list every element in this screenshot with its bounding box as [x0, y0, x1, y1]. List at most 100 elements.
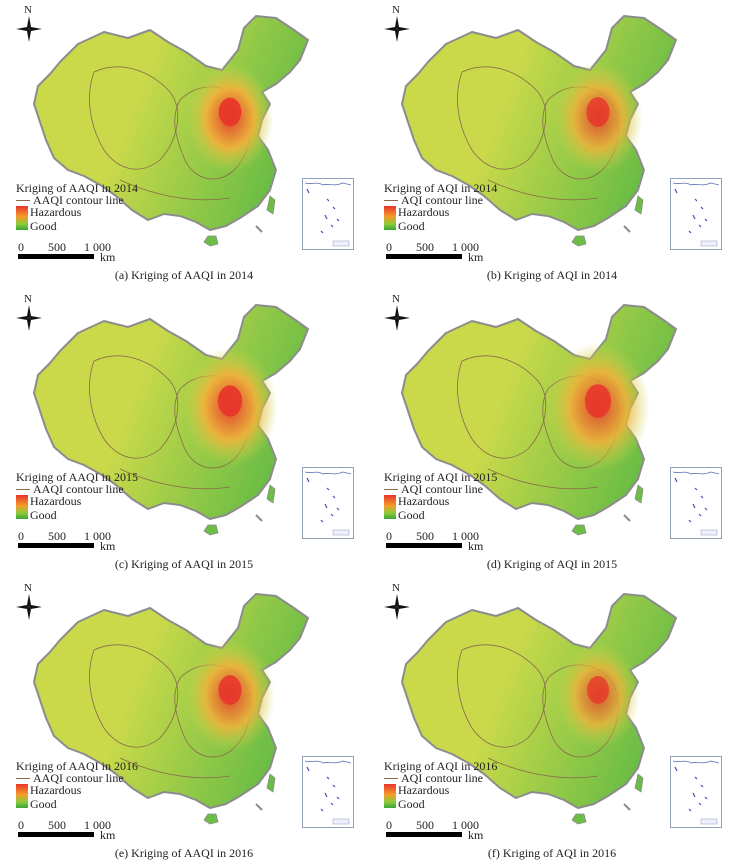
- map-legend: Kriging of AQI in 2014 AQI contour line …: [384, 182, 497, 232]
- scale-unit: km: [468, 539, 484, 553]
- contour-line: [89, 355, 179, 459]
- scale-tick: 1 000: [84, 240, 111, 254]
- hotspot-core: [584, 384, 612, 418]
- scale-unit: km: [100, 828, 116, 842]
- legend-contour-label: AQI contour line: [401, 482, 483, 496]
- scale-tick: 500: [48, 240, 66, 254]
- legend-hazardous-label: Hazardous: [30, 494, 82, 508]
- north-arrow: N: [14, 293, 44, 331]
- taiwan-island: [634, 773, 644, 793]
- inset-map: [672, 760, 720, 825]
- map-panel-d: N Kriging of AQI in 2015 AQI contour lin…: [368, 289, 736, 578]
- legend-contour-row: AAQI contour line: [16, 483, 138, 495]
- scale-bar-line: [18, 543, 94, 548]
- compass-icon: [384, 305, 410, 331]
- legend-good-label: Good: [30, 508, 57, 522]
- china-map: [401, 15, 677, 247]
- scale-bar: 0 500 1 000 km: [18, 529, 138, 553]
- scale-unit: km: [468, 250, 484, 264]
- legend-contour-row: AQI contour line: [384, 772, 497, 784]
- scale-bar-line: [18, 254, 94, 259]
- sea-boundary-dash: [255, 514, 263, 522]
- north-arrow: N: [14, 582, 44, 620]
- north-arrow: N: [382, 293, 412, 331]
- scale-ticks: 0 500 1 000: [18, 529, 138, 543]
- legend-hazardous-label: Hazardous: [30, 205, 82, 219]
- legend-contour-row: AAQI contour line: [16, 772, 138, 784]
- legend-title: Kriging of AAQI in 2016: [16, 759, 138, 773]
- taiwan-island: [634, 484, 644, 504]
- hotspot-core: [587, 676, 609, 704]
- map-panel-e: N Kriging of AAQI in 2016 AAQI contour l…: [0, 578, 368, 867]
- contour-swatch: [384, 777, 398, 779]
- sea-boundary-dash: [623, 514, 631, 522]
- map-panel-c: N Kriging of AAQI in 2015 AAQI contour l…: [0, 289, 368, 578]
- map-legend: Kriging of AQI in 2016 AQI contour line …: [384, 760, 497, 810]
- compass-icon: [16, 305, 42, 331]
- contour-swatch: [16, 488, 30, 490]
- scale-tick: 0: [386, 529, 392, 543]
- panel-caption: (c) Kriging of AAQI in 2015: [114, 557, 254, 571]
- scale-unit: km: [100, 539, 116, 553]
- scale-tick: 1 000: [452, 818, 479, 832]
- color-ramp: [16, 206, 28, 230]
- scale-ticks: 0 500 1 000: [386, 818, 506, 832]
- hotspot-core: [218, 97, 242, 127]
- contour-line: [487, 757, 599, 779]
- scale-bar: 0 500 1 000 km: [18, 818, 138, 842]
- contour-line: [89, 644, 179, 748]
- scale-unit: km: [100, 250, 116, 264]
- panel-caption: (d) Kriging of AQI in 2015: [486, 557, 618, 571]
- scale-tick: 0: [18, 240, 24, 254]
- sea-boundary-dash: [623, 225, 631, 233]
- panel-caption: (f) Kriging of AQI in 2016: [487, 846, 617, 860]
- contour-line: [487, 179, 599, 201]
- scale-bar-line: [386, 543, 462, 548]
- legend-good-label: Good: [30, 219, 57, 233]
- map-panel-b: N Kriging of AQI in 2014 AQI contour lin…: [368, 0, 736, 289]
- panel-caption: (e) Kriging of AAQI in 2016: [114, 846, 254, 860]
- contour-swatch: [16, 199, 30, 201]
- legend-good-label: Good: [30, 797, 57, 811]
- china-map: [33, 304, 309, 536]
- hainan-island: [203, 235, 219, 247]
- taiwan-island: [266, 195, 276, 215]
- contour-line: [119, 757, 231, 779]
- hotspot-core: [586, 97, 610, 127]
- contour-line: [457, 66, 547, 170]
- scale-bar-line: [18, 832, 94, 837]
- color-ramp: [384, 495, 396, 519]
- north-arrow: N: [382, 582, 412, 620]
- north-label: N: [24, 293, 32, 305]
- taiwan-island: [266, 484, 276, 504]
- compass-icon: [384, 16, 410, 42]
- legend-contour-row: AQI contour line: [384, 194, 497, 206]
- legend-contour-row: AQI contour line: [384, 483, 497, 495]
- map-legend: Kriging of AAQI in 2015 AAQI contour lin…: [16, 471, 138, 521]
- china-map: [33, 15, 309, 247]
- hainan-island: [203, 524, 219, 536]
- scale-bar-line: [386, 254, 462, 259]
- color-ramp: [16, 784, 28, 808]
- south-china-sea-inset: [670, 756, 722, 828]
- inset-map: [304, 471, 352, 536]
- sea-boundary-dash: [255, 225, 263, 233]
- scale-tick: 0: [386, 240, 392, 254]
- legend-contour-row: AAQI contour line: [16, 194, 138, 206]
- panel-caption: (b) Kriging of AQI in 2014: [486, 268, 618, 282]
- legend-contour-label: AQI contour line: [401, 771, 483, 785]
- legend-contour-label: AAQI contour line: [33, 193, 124, 207]
- legend-good-label: Good: [398, 219, 425, 233]
- north-label: N: [392, 4, 400, 16]
- legend-title: Kriging of AQI in 2015: [384, 470, 498, 484]
- compass-icon: [16, 16, 42, 42]
- color-ramp: [384, 206, 396, 230]
- south-china-sea-inset: [302, 756, 354, 828]
- scale-ticks: 0 500 1 000: [18, 818, 138, 832]
- taiwan-island: [266, 773, 276, 793]
- scale-bar-line: [386, 832, 462, 837]
- contour-line: [457, 644, 547, 748]
- scale-tick: 1 000: [452, 240, 479, 254]
- contour-swatch: [384, 488, 398, 490]
- panel-caption: (a) Kriging of AAQI in 2014: [114, 268, 254, 282]
